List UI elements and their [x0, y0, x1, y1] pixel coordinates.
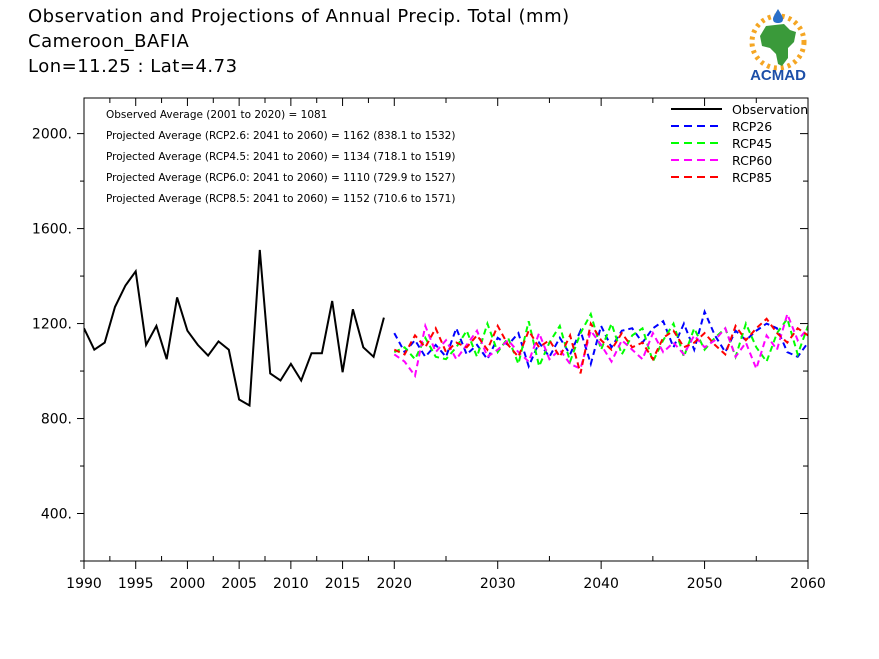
x-tick-label: 2015: [325, 576, 361, 592]
series-line-rcp85: [393, 317, 808, 374]
x-tick-label: 2030: [480, 576, 516, 592]
legend-label-rcp85: RCP85: [732, 170, 772, 185]
legend-label-observation: Observation: [732, 102, 808, 117]
y-tick-label: 1600.: [32, 222, 72, 238]
x-tick-label: 2000: [170, 576, 206, 592]
annotations-block: Observed Average (2001 to 2020) = 1081 Pr…: [106, 109, 455, 205]
legend: Observation RCP26 RCP45 RCP60 RCP85: [671, 102, 808, 185]
series-lines: [84, 249, 808, 408]
legend-label-rcp60: RCP60: [732, 153, 772, 168]
acmad-logo: ACMAD: [749, 9, 807, 84]
legend-label-rcp45: RCP45: [732, 136, 772, 151]
y-tick-label: 1200.: [32, 317, 72, 333]
location-name: Cameroon_BAFIA: [28, 31, 190, 52]
y-tick-label: 800.: [41, 412, 72, 428]
x-tick-label: 2050: [687, 576, 723, 592]
africa-map-icon: [760, 24, 796, 66]
axis-ticks: 1990 1995 2000 2005 2010 2015 2020 2030 2040 2050…: [32, 98, 826, 592]
x-tick-label: 2010: [273, 576, 309, 592]
x-tick-label: 2060: [790, 576, 826, 592]
annotation-line: Projected Average (RCP8.5: 2041 to 2060)…: [106, 193, 455, 205]
x-tick-label: 1990: [66, 576, 102, 592]
logo-text: ACMAD: [750, 67, 806, 84]
annotation-line: Projected Average (RCP4.5: 2041 to 2060)…: [106, 151, 455, 163]
legend-label-rcp26: RCP26: [732, 119, 772, 134]
x-tick-label: 2040: [583, 576, 619, 592]
series-line-observation: [84, 249, 385, 408]
x-tick-label: 2020: [376, 576, 412, 592]
coordinates-label: Lon=11.25 : Lat=4.73: [28, 56, 238, 77]
x-tick-label: 1995: [118, 576, 154, 592]
y-tick-label: 400.: [41, 507, 72, 523]
series-line-rcp60: [393, 311, 808, 379]
series-line-rcp45: [393, 311, 808, 370]
x-tick-label: 2005: [221, 576, 257, 592]
annotation-line: Observed Average (2001 to 2020) = 1081: [106, 109, 327, 121]
annotation-line: Projected Average (RCP2.6: 2041 to 2060)…: [106, 130, 455, 142]
y-tick-label: 2000.: [32, 127, 72, 143]
chart-title: Observation and Projections of Annual Pr…: [28, 6, 570, 27]
water-drop-icon: [773, 9, 783, 23]
annotation-line: Projected Average (RCP6.0: 2041 to 2060)…: [106, 172, 455, 184]
